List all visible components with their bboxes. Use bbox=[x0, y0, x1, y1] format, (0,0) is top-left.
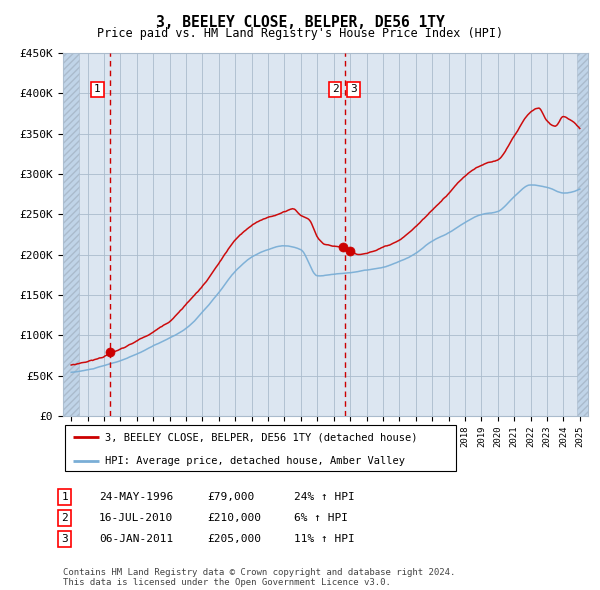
Text: £210,000: £210,000 bbox=[207, 513, 261, 523]
Text: HPI: Average price, detached house, Amber Valley: HPI: Average price, detached house, Ambe… bbox=[104, 455, 404, 466]
Text: 6% ↑ HPI: 6% ↑ HPI bbox=[294, 513, 348, 523]
Text: 06-JAN-2011: 06-JAN-2011 bbox=[99, 535, 173, 544]
Text: 3, BEELEY CLOSE, BELPER, DE56 1TY (detached house): 3, BEELEY CLOSE, BELPER, DE56 1TY (detac… bbox=[104, 432, 417, 442]
FancyBboxPatch shape bbox=[65, 425, 456, 471]
Text: 3: 3 bbox=[61, 535, 68, 544]
Text: 24-MAY-1996: 24-MAY-1996 bbox=[99, 492, 173, 502]
Text: 16-JUL-2010: 16-JUL-2010 bbox=[99, 513, 173, 523]
Text: Contains HM Land Registry data © Crown copyright and database right 2024.
This d: Contains HM Land Registry data © Crown c… bbox=[63, 568, 455, 587]
Text: 3: 3 bbox=[350, 84, 357, 94]
Text: Price paid vs. HM Land Registry's House Price Index (HPI): Price paid vs. HM Land Registry's House … bbox=[97, 27, 503, 40]
Text: 1: 1 bbox=[94, 84, 101, 94]
Text: 24% ↑ HPI: 24% ↑ HPI bbox=[294, 492, 355, 502]
Text: 1: 1 bbox=[61, 492, 68, 502]
Text: 11% ↑ HPI: 11% ↑ HPI bbox=[294, 535, 355, 544]
Text: 2: 2 bbox=[332, 84, 339, 94]
Text: £205,000: £205,000 bbox=[207, 535, 261, 544]
Text: 3, BEELEY CLOSE, BELPER, DE56 1TY: 3, BEELEY CLOSE, BELPER, DE56 1TY bbox=[155, 15, 445, 30]
Text: 2: 2 bbox=[61, 513, 68, 523]
Text: £79,000: £79,000 bbox=[207, 492, 254, 502]
